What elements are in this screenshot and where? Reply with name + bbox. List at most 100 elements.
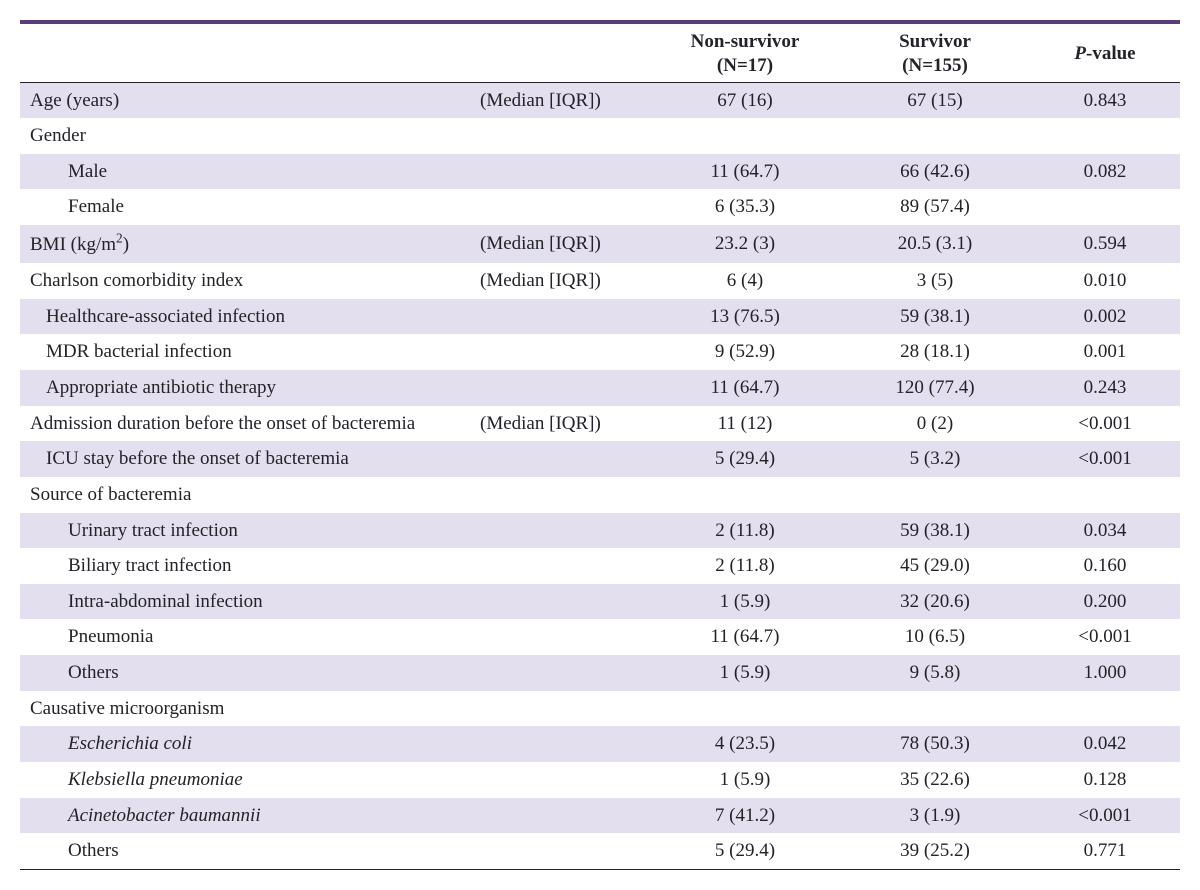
cell-stat — [470, 118, 650, 154]
cell-stat: (Median [IQR]) — [470, 225, 650, 263]
cell-nonsurvivor: 6 (35.3) — [650, 189, 840, 225]
comparison-table: Non-survivor (N=17) Survivor (N=155) P-v… — [20, 20, 1180, 870]
cell-nonsurvivor: 2 (11.8) — [650, 513, 840, 549]
cell-pvalue: 0.771 — [1030, 833, 1180, 869]
table-row: Others5 (29.4)39 (25.2)0.771 — [20, 833, 1180, 869]
cell-label: Male — [20, 154, 470, 190]
table-row: MDR bacterial infection9 (52.9)28 (18.1)… — [20, 334, 1180, 370]
cell-pvalue: <0.001 — [1030, 798, 1180, 834]
cell-survivor: 67 (15) — [840, 82, 1030, 118]
table-row: ICU stay before the onset of bacteremia5… — [20, 441, 1180, 477]
cell-label: Source of bacteremia — [20, 477, 470, 513]
cell-nonsurvivor — [650, 118, 840, 154]
cell-survivor: 10 (6.5) — [840, 619, 1030, 655]
header-survivor-l2: (N=155) — [850, 54, 1020, 78]
cell-pvalue — [1030, 691, 1180, 727]
cell-pvalue: 0.034 — [1030, 513, 1180, 549]
cell-stat — [470, 154, 650, 190]
cell-nonsurvivor: 6 (4) — [650, 263, 840, 299]
cell-pvalue: 0.001 — [1030, 334, 1180, 370]
table-header: Non-survivor (N=17) Survivor (N=155) P-v… — [20, 22, 1180, 82]
cell-survivor: 9 (5.8) — [840, 655, 1030, 691]
cell-survivor — [840, 118, 1030, 154]
cell-pvalue: <0.001 — [1030, 406, 1180, 442]
header-pvalue: P-value — [1030, 22, 1180, 82]
row-label: Causative microorganism — [30, 698, 224, 719]
row-label: Charlson comorbidity index — [30, 270, 243, 291]
cell-label: Others — [20, 833, 470, 869]
cell-survivor: 39 (25.2) — [840, 833, 1030, 869]
header-nonsurvivor: Non-survivor (N=17) — [650, 22, 840, 82]
table-row: Charlson comorbidity index (Median [IQR])… — [20, 263, 1180, 299]
cell-label: Causative microorganism — [20, 691, 470, 727]
row-label: Appropriate antibiotic therapy — [30, 377, 276, 398]
row-label: Others — [30, 840, 119, 861]
cell-stat: (Median [IQR]) — [470, 406, 650, 442]
row-label: Pneumonia — [30, 626, 154, 647]
cell-label: Biliary tract infection — [20, 548, 470, 584]
cell-label: Pneumonia — [20, 619, 470, 655]
cell-pvalue: <0.001 — [1030, 441, 1180, 477]
cell-stat: (Median [IQR]) — [470, 263, 650, 299]
table-row: Source of bacteremia — [20, 477, 1180, 513]
table-row: Biliary tract infection2 (11.8)45 (29.0)… — [20, 548, 1180, 584]
cell-pvalue: 0.843 — [1030, 82, 1180, 118]
cell-survivor: 45 (29.0) — [840, 548, 1030, 584]
cell-nonsurvivor: 11 (12) — [650, 406, 840, 442]
cell-survivor: 20.5 (3.1) — [840, 225, 1030, 263]
cell-stat — [470, 548, 650, 584]
row-label: Gender — [30, 125, 86, 146]
cell-pvalue — [1030, 477, 1180, 513]
table-row: Others1 (5.9)9 (5.8)1.000 — [20, 655, 1180, 691]
table-row: Intra-abdominal infection1 (5.9)32 (20.6… — [20, 584, 1180, 620]
cell-pvalue: 0.200 — [1030, 584, 1180, 620]
cell-nonsurvivor: 11 (64.7) — [650, 154, 840, 190]
cell-stat — [470, 619, 650, 655]
cell-pvalue: 0.082 — [1030, 154, 1180, 190]
table-row: Age (years)(Median [IQR])67 (16)67 (15)0… — [20, 82, 1180, 118]
cell-label: BMI (kg/m2) — [20, 225, 470, 263]
table-row: Admission duration before the onset of b… — [20, 406, 1180, 442]
cell-pvalue: 0.042 — [1030, 726, 1180, 762]
cell-nonsurvivor: 1 (5.9) — [650, 584, 840, 620]
cell-nonsurvivor: 11 (64.7) — [650, 370, 840, 406]
header-stat — [470, 22, 650, 82]
table-body: Age (years)(Median [IQR])67 (16)67 (15)0… — [20, 82, 1180, 869]
row-label: Female — [30, 196, 124, 217]
cell-stat — [470, 726, 650, 762]
header-pvalue-p: P — [1074, 43, 1086, 64]
cell-survivor: 66 (42.6) — [840, 154, 1030, 190]
cell-nonsurvivor — [650, 691, 840, 727]
cell-pvalue: 0.002 — [1030, 299, 1180, 335]
table-row: Escherichia coli4 (23.5)78 (50.3)0.042 — [20, 726, 1180, 762]
cell-stat — [470, 655, 650, 691]
cell-label: Acinetobacter baumannii — [20, 798, 470, 834]
row-label: MDR bacterial infection — [30, 341, 232, 362]
cell-stat — [470, 762, 650, 798]
cell-label: Intra-abdominal infection — [20, 584, 470, 620]
table-row: Pneumonia11 (64.7)10 (6.5)<0.001 — [20, 619, 1180, 655]
comparison-table-container: Non-survivor (N=17) Survivor (N=155) P-v… — [20, 20, 1180, 870]
cell-pvalue: 0.243 — [1030, 370, 1180, 406]
row-label: Klebsiella pneumoniae — [30, 769, 243, 790]
cell-survivor: 59 (38.1) — [840, 299, 1030, 335]
cell-stat — [470, 798, 650, 834]
cell-nonsurvivor — [650, 477, 840, 513]
row-label: Intra-abdominal infection — [30, 591, 263, 612]
cell-label: Charlson comorbidity index — [20, 263, 470, 299]
table-row: Male 11 (64.7)66 (42.6)0.082 — [20, 154, 1180, 190]
cell-nonsurvivor: 11 (64.7) — [650, 619, 840, 655]
table-row: Klebsiella pneumoniae1 (5.9)35 (22.6)0.1… — [20, 762, 1180, 798]
row-label: Male — [30, 161, 107, 182]
cell-label: Appropriate antibiotic therapy — [20, 370, 470, 406]
row-label: Healthcare-associated infection — [30, 306, 285, 327]
cell-stat — [470, 691, 650, 727]
table-row: Acinetobacter baumannii7 (41.2)3 (1.9)<0… — [20, 798, 1180, 834]
row-label: ICU stay before the onset of bacteremia — [30, 448, 349, 469]
cell-pvalue: 0.160 — [1030, 548, 1180, 584]
cell-nonsurvivor: 9 (52.9) — [650, 334, 840, 370]
table-row: Urinary tract infection2 (11.8)59 (38.1)… — [20, 513, 1180, 549]
cell-pvalue — [1030, 189, 1180, 225]
cell-pvalue — [1030, 118, 1180, 154]
cell-nonsurvivor: 67 (16) — [650, 82, 840, 118]
